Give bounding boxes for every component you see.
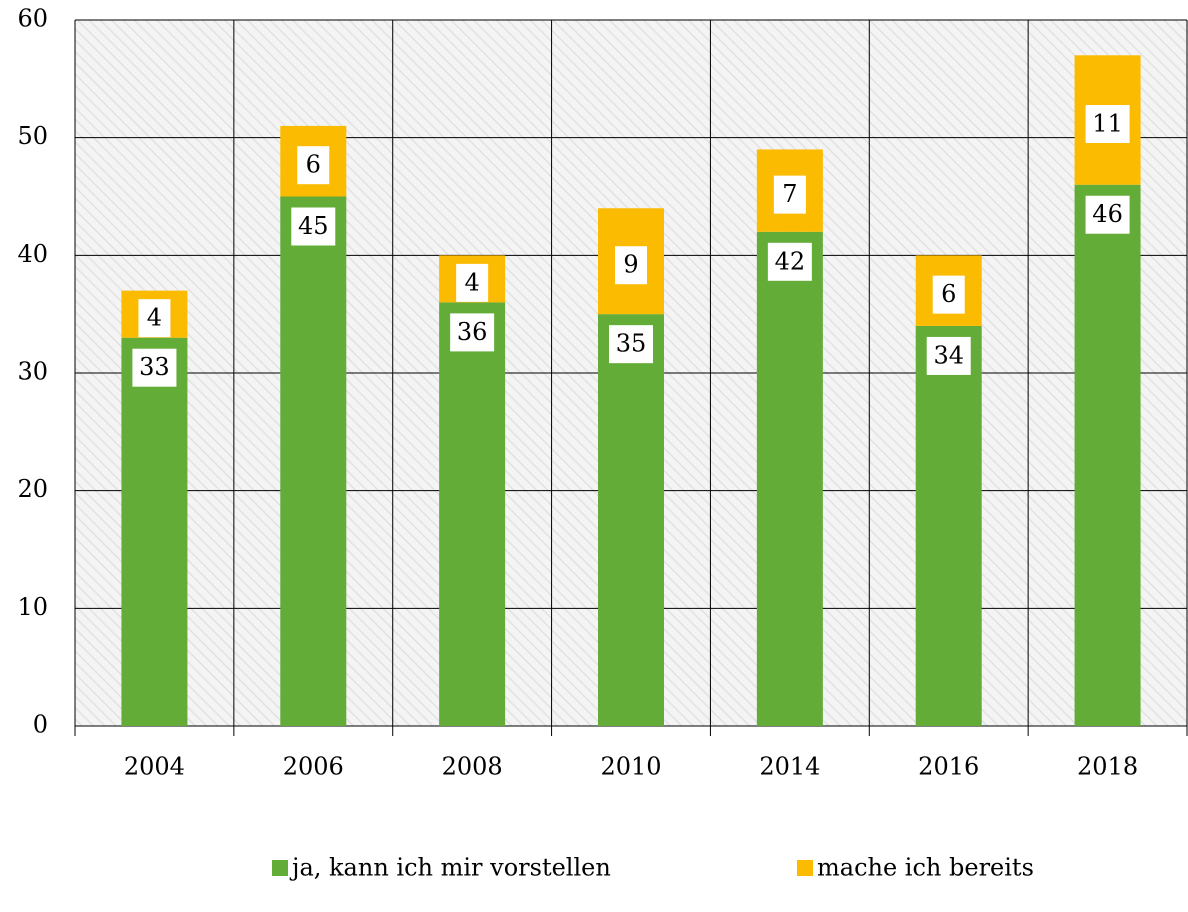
y-tick-label: 50 xyxy=(17,122,48,150)
bar-segment xyxy=(280,196,347,726)
data-label-box xyxy=(932,275,965,314)
bar-segment xyxy=(121,337,188,726)
data-label: 42 xyxy=(775,247,806,275)
data-label-box xyxy=(450,313,495,352)
data-label-box xyxy=(1085,105,1130,144)
y-tick-label: 60 xyxy=(17,5,48,33)
data-label: 45 xyxy=(298,212,329,240)
data-label-box xyxy=(926,336,971,375)
x-tick-label: 2018 xyxy=(1077,753,1138,781)
data-label: 36 xyxy=(457,318,488,346)
y-tick-label: 20 xyxy=(17,475,48,503)
data-label-box xyxy=(138,299,171,338)
x-tick-label: 2008 xyxy=(442,753,503,781)
data-label: 35 xyxy=(616,330,647,358)
data-label-box xyxy=(456,263,489,302)
legend-swatch xyxy=(272,860,288,876)
y-tick-label: 40 xyxy=(17,240,48,268)
x-tick-label: 2014 xyxy=(759,753,820,781)
data-label: 6 xyxy=(941,280,956,308)
data-label-box xyxy=(767,242,812,281)
x-tick-label: 2016 xyxy=(918,753,979,781)
data-label: 4 xyxy=(147,304,162,332)
x-tick-label: 2004 xyxy=(124,753,185,781)
data-label-box xyxy=(609,325,653,364)
bar-segment xyxy=(598,314,664,726)
bar-segment xyxy=(439,302,506,726)
bar-segment xyxy=(915,325,982,726)
bar-segment xyxy=(1074,184,1141,726)
data-label: 7 xyxy=(782,180,797,208)
data-label-box xyxy=(297,146,330,185)
data-label: 33 xyxy=(139,353,170,381)
y-tick-label: 30 xyxy=(17,358,48,386)
data-label: 4 xyxy=(465,268,480,296)
legend-label: ja, kann ich mir vorstellen xyxy=(289,854,611,882)
data-label-box xyxy=(615,246,647,285)
data-label-box xyxy=(1085,195,1130,234)
data-label: 6 xyxy=(306,151,321,179)
x-tick-label: 2010 xyxy=(600,753,661,781)
data-label: 9 xyxy=(623,251,638,279)
data-label-box xyxy=(132,348,177,387)
bar-segment xyxy=(756,231,823,727)
data-label-box xyxy=(773,175,806,214)
legend-label: mache ich bereits xyxy=(817,854,1034,882)
data-label: 34 xyxy=(933,341,964,369)
y-tick-label: 10 xyxy=(17,593,48,621)
data-label: 46 xyxy=(1092,200,1123,228)
legend-swatch xyxy=(797,860,813,876)
data-label-box xyxy=(291,207,336,246)
y-tick-label: 0 xyxy=(33,711,48,739)
x-tick-label: 2006 xyxy=(283,753,344,781)
data-label: 11 xyxy=(1092,110,1123,138)
